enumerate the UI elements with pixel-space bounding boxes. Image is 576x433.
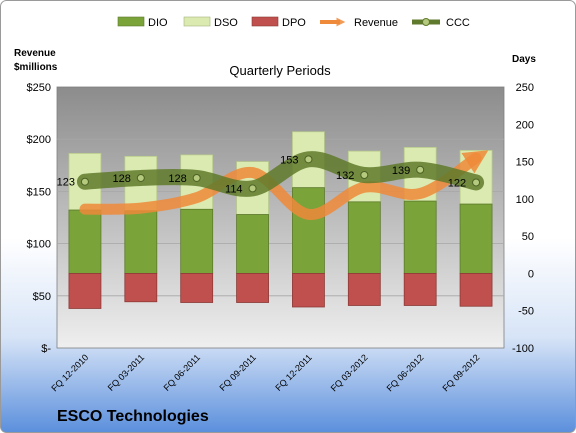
- bar-dpo: [236, 273, 269, 303]
- left-tick-label: $200: [27, 134, 51, 146]
- legend-label-ccc: CCC: [446, 17, 470, 29]
- left-tick-label: $-: [41, 343, 51, 355]
- ccc-point: [136, 173, 145, 182]
- left-axis-title-line: $millions: [14, 62, 58, 73]
- ccc-point: [80, 177, 89, 186]
- bar-dpo: [459, 273, 493, 307]
- ccc-data-label: 123: [57, 177, 75, 189]
- legend-label-revenue: Revenue: [354, 17, 398, 29]
- ccc-data-label: 128: [112, 173, 130, 185]
- legend-label-dio: DIO: [148, 17, 168, 29]
- right-axis-title: Days: [512, 54, 536, 65]
- bar-dpo: [292, 273, 325, 308]
- right-tick-label: 250: [516, 82, 534, 94]
- ccc-point: [304, 155, 313, 164]
- left-tick-label: $250: [27, 82, 51, 94]
- left-axis: $- $50 $100 $150 $200 $250: [27, 82, 52, 355]
- bar-dpo: [403, 273, 437, 306]
- ccc-line: [76, 151, 485, 197]
- legend: DIO DSO DPO Revenue CCC: [117, 16, 470, 29]
- right-tick-label: 0: [528, 268, 534, 280]
- bar-dio: [403, 200, 437, 274]
- ccc-data-label: 153: [280, 154, 298, 166]
- ccc-data-labels: 123 128 128 114 153 132 139 122: [57, 154, 466, 195]
- ccc-data-label: 114: [225, 183, 243, 195]
- right-tick-label: -50: [518, 306, 534, 318]
- ccc-data-label: 122: [448, 177, 466, 189]
- revenue-line: [79, 150, 489, 220]
- right-tick-label: 100: [516, 194, 534, 206]
- ccc-point: [248, 184, 257, 193]
- bar-dpo: [347, 273, 381, 306]
- plot-area: [56, 86, 505, 349]
- bar-dio: [236, 214, 269, 274]
- chart-title: Quarterly Periods: [229, 63, 331, 78]
- bar-dio: [68, 209, 102, 274]
- ccc-point: [416, 165, 425, 174]
- bar-dio: [459, 203, 493, 274]
- bar-dio: [124, 210, 158, 274]
- right-tick-label: 200: [516, 119, 534, 131]
- ccc-data-label: 132: [336, 170, 354, 182]
- bar-dio: [180, 208, 214, 274]
- bar-dpo: [180, 273, 214, 303]
- legend-label-dso: DSO: [214, 17, 238, 29]
- ccc-point: [360, 170, 369, 179]
- bar-dio: [347, 201, 381, 274]
- legend-swatch-dpo: [251, 16, 279, 27]
- company-name: ESCO Technologies: [57, 408, 209, 425]
- right-tick-label: -100: [512, 343, 534, 355]
- ccc-line-path: [76, 151, 485, 197]
- right-tick-label: 150: [516, 157, 534, 169]
- ccc-data-label: 139: [392, 165, 410, 177]
- revenue-line-path: [79, 150, 489, 220]
- ccc-data-label: 128: [168, 173, 186, 185]
- left-axis-title: Revenue $millions: [14, 48, 58, 73]
- right-tick-label: 50: [522, 231, 534, 243]
- right-axis: -100 -50 0 50 100 150 200 250: [512, 82, 534, 355]
- bar-dio: [292, 187, 325, 274]
- left-axis-title-line: Revenue: [14, 48, 56, 59]
- left-tick-label: $150: [27, 186, 51, 198]
- legend-swatch-ccc-marker: [422, 18, 430, 26]
- ccc-point: [192, 173, 201, 182]
- bar-dpo: [68, 273, 102, 309]
- legend-label-dpo: DPO: [282, 17, 306, 29]
- legend-swatch-dio: [117, 16, 145, 27]
- legend-swatch-dso: [183, 16, 211, 27]
- ccc-point: [472, 178, 481, 187]
- bar-dpo: [124, 273, 158, 303]
- left-tick-label: $100: [27, 239, 51, 251]
- left-tick-label: $50: [33, 291, 51, 303]
